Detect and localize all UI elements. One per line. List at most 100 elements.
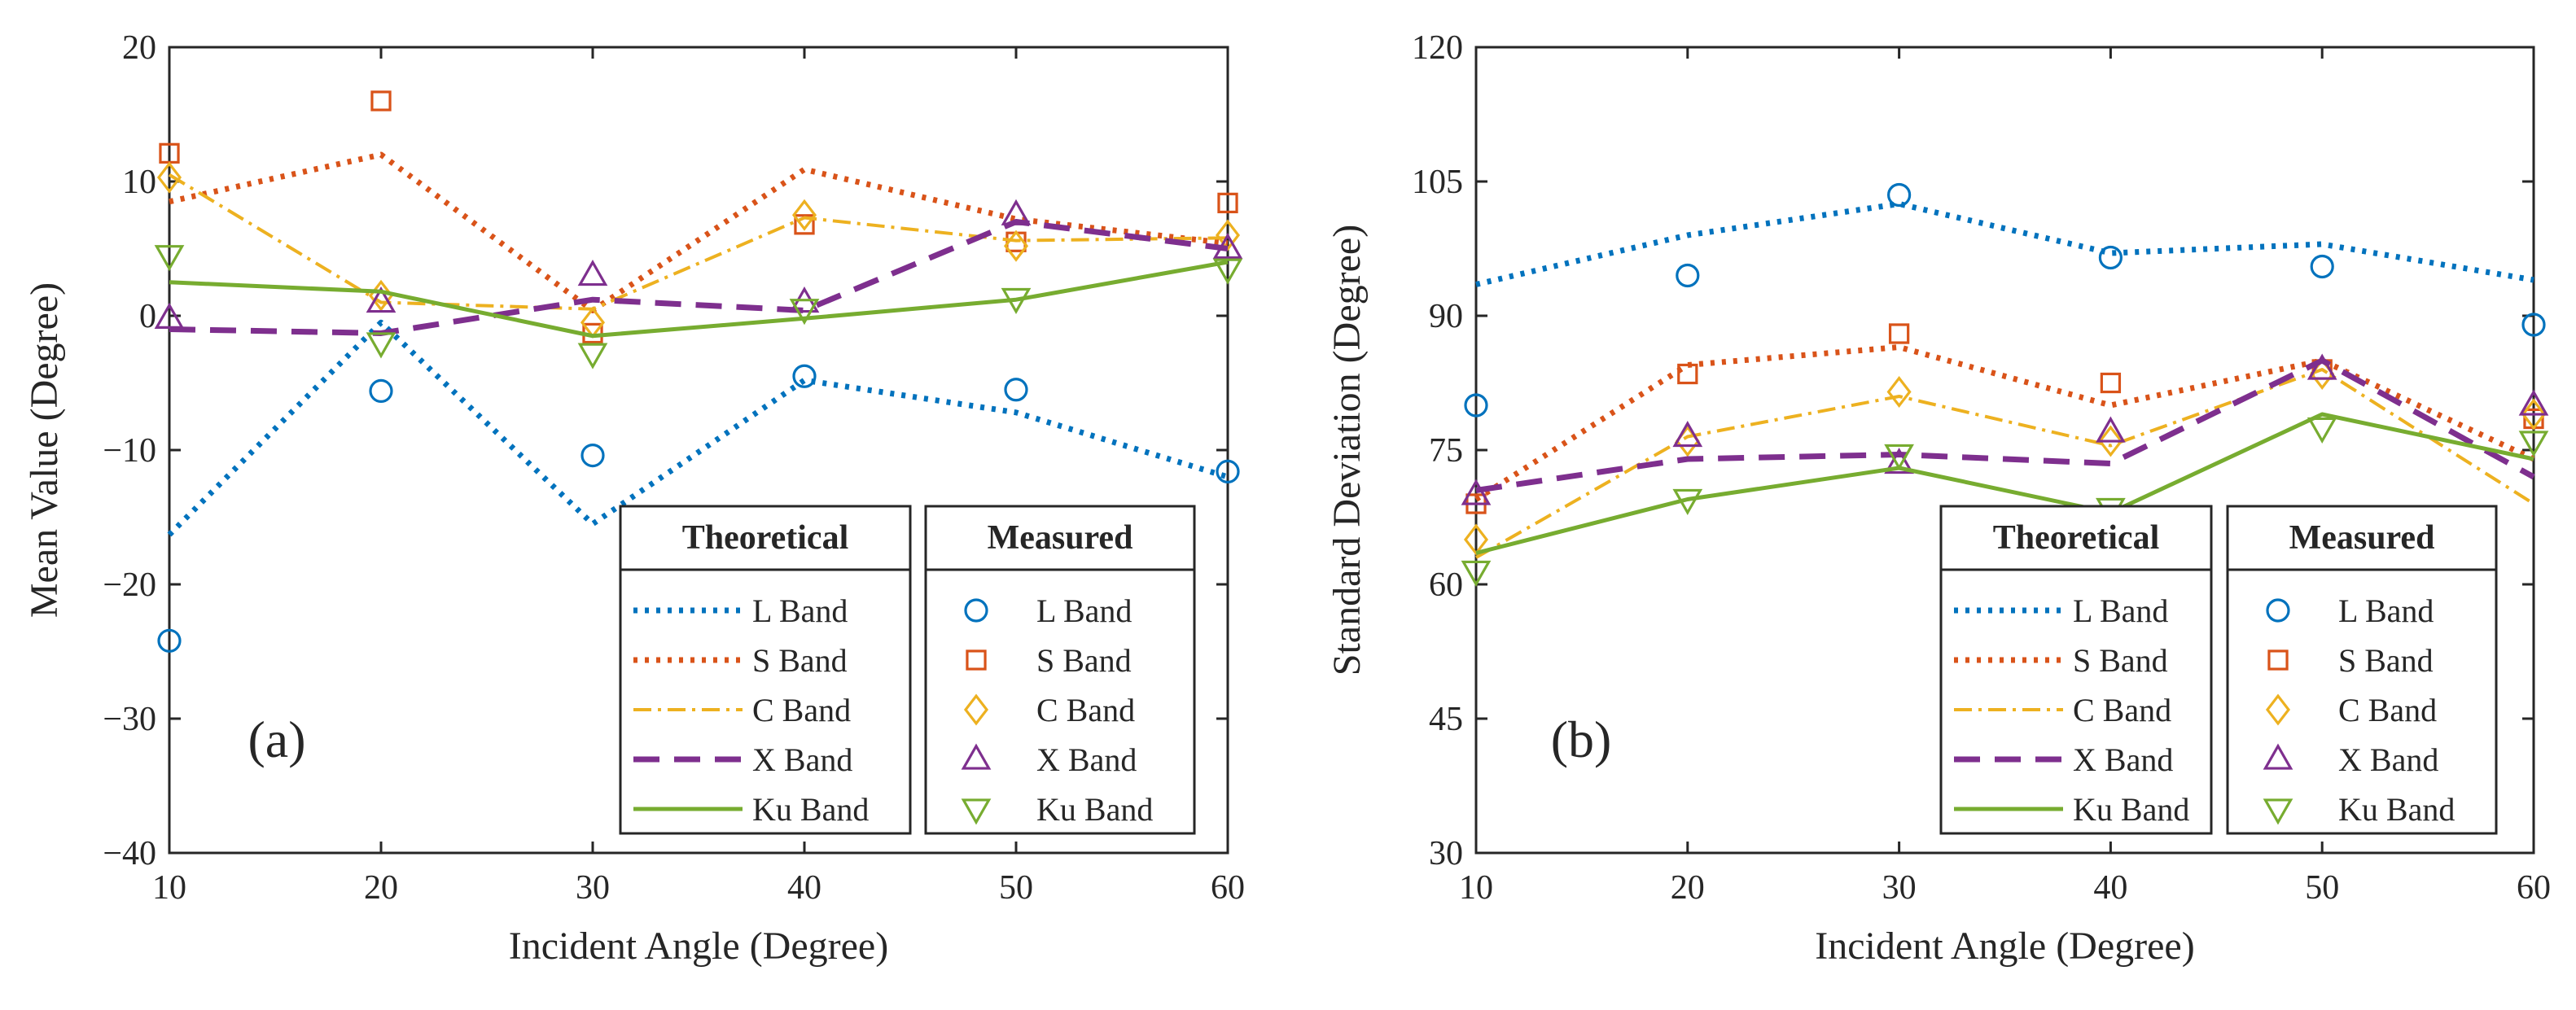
legend-entry-l-band-marker bbox=[964, 598, 988, 623]
y-tick-label: 120 bbox=[1412, 29, 1463, 67]
legend-measured: Measured L Band S Band C Band X Band Ku Band bbox=[2226, 505, 2498, 835]
legend-title: Measured bbox=[2289, 519, 2435, 557]
measured-point-x-band bbox=[366, 286, 396, 313]
legend-entry-s-band-label: S Band bbox=[2338, 642, 2434, 679]
legend-entry-l-band-label: L Band bbox=[2073, 592, 2168, 629]
measured-point-l-band bbox=[2521, 313, 2546, 337]
y-tick-label: −30 bbox=[103, 701, 156, 738]
theoretical-line-l-band bbox=[167, 319, 1229, 537]
measured-point-x-band bbox=[1672, 421, 1703, 448]
legend-entry-l-band-label: L Band bbox=[1036, 592, 1132, 629]
measured-point-s-band bbox=[2100, 372, 2122, 394]
legend-entry-ku-band-marker bbox=[961, 798, 992, 825]
measured-point-ku-band bbox=[366, 332, 396, 359]
measured-point-ku-band bbox=[1212, 258, 1243, 285]
legend-entry-ku-band-marker bbox=[2263, 798, 2293, 825]
legend-entry-x-band-label: X Band bbox=[752, 741, 852, 778]
y-tick-label: −20 bbox=[103, 566, 156, 604]
measured-point-x-band bbox=[1212, 233, 1243, 260]
measured-point-l-band bbox=[792, 364, 817, 388]
measured-point-x-band bbox=[1001, 199, 1032, 225]
legend-entry-s-band-label: S Band bbox=[1036, 642, 1132, 679]
legend-entry-c-band-marker bbox=[963, 693, 989, 726]
panel-a: 10 20 30 40 50 60 −40 −30 −20 −10 0 10 20 Incident An… bbox=[23, 29, 1245, 968]
x-tick-label: 40 bbox=[787, 869, 821, 907]
measured-point-c-band bbox=[1463, 523, 1489, 556]
legend-title: Measured bbox=[988, 519, 1133, 557]
x-axis-label: Incident Angle (Degree) bbox=[1815, 925, 2194, 968]
legend-entry-s-band-marker bbox=[2267, 649, 2289, 671]
legend-theoretical: Theoretical L Band S Band C Band X Band Ku Ba… bbox=[1939, 505, 2213, 835]
legend-entry-x-band-label: X Band bbox=[1036, 741, 1137, 778]
legend-entry-x-band-label: X Band bbox=[2073, 741, 2173, 778]
measured-point-ku-band bbox=[154, 245, 185, 272]
x-tick-label: 10 bbox=[152, 869, 186, 907]
legend-entry-s-band-label: S Band bbox=[2073, 642, 2168, 679]
measured-point-c-band bbox=[2098, 425, 2123, 457]
y-tick-label: 45 bbox=[1429, 701, 1463, 738]
legend-box bbox=[619, 505, 912, 835]
legend-entry-x-band-marker bbox=[961, 743, 992, 770]
measured-point-l-band bbox=[1676, 263, 1700, 288]
legend-entry-ku-band-label: Ku Band bbox=[752, 791, 869, 828]
measured-point-ku-band bbox=[789, 299, 820, 326]
measured-point-c-band bbox=[1675, 425, 1700, 457]
x-tick-label: 30 bbox=[1882, 869, 1917, 907]
measured-point-l-band bbox=[369, 378, 393, 403]
theoretical-line-l-band bbox=[1475, 201, 2534, 287]
measured-point-c-band bbox=[1003, 230, 1029, 262]
x-tick-label: 50 bbox=[999, 869, 1033, 907]
measured-point-c-band bbox=[1215, 219, 1241, 251]
measured-point-ku-band bbox=[1884, 444, 1914, 470]
y-tick-label: 20 bbox=[122, 29, 156, 67]
legend-box bbox=[1939, 505, 2213, 835]
panel-label: (b) bbox=[1551, 710, 1612, 768]
legend-entry-x-band-label: X Band bbox=[2338, 741, 2438, 778]
measured-point-l-band bbox=[157, 628, 182, 653]
legend-entry-c-band-label: C Band bbox=[2073, 692, 2171, 728]
measured-point-l-band bbox=[1216, 459, 1240, 484]
x-tick-label: 40 bbox=[2093, 869, 2127, 907]
measured-point-l-band bbox=[1887, 182, 1912, 208]
legend-entry-c-band-label: C Band bbox=[1036, 692, 1135, 728]
theoretical-line-c-band bbox=[168, 173, 1229, 311]
theoretical-line-ku-band bbox=[1475, 412, 2534, 555]
measured-point-x-band bbox=[1461, 479, 1492, 505]
panel-label: (a) bbox=[248, 710, 305, 768]
legend-entry-s-band-label: S Band bbox=[752, 642, 848, 679]
panel-b: 10 20 30 40 50 60 30 45 60 75 90 105 120 Incident Ang… bbox=[1325, 29, 2551, 968]
legend-entry-c-band-marker bbox=[2265, 693, 2291, 726]
y-tick-label: 75 bbox=[1429, 432, 1463, 470]
x-tick-label: 50 bbox=[2305, 869, 2339, 907]
legend-entry-ku-band-label: Ku Band bbox=[1036, 791, 1153, 828]
x-tick-label: 20 bbox=[364, 869, 398, 907]
measured-point-c-band bbox=[2521, 398, 2547, 431]
legend-entry-l-band-label: L Band bbox=[2338, 592, 2434, 629]
measured-point-ku-band bbox=[2518, 431, 2549, 457]
x-tick-label: 60 bbox=[1211, 869, 1245, 907]
measured-point-s-band bbox=[1217, 192, 1238, 214]
measured-point-ku-band bbox=[2307, 417, 2337, 444]
measured-point-ku-band bbox=[577, 343, 608, 369]
x-axis-label: Incident Angle (Degree) bbox=[509, 925, 888, 968]
legend-entry-x-band-marker bbox=[2263, 743, 2293, 770]
measured-point-l-band bbox=[580, 443, 605, 468]
y-axis-label: Mean Value (Degree) bbox=[23, 282, 66, 618]
theoretical-line-x-band bbox=[1475, 357, 2535, 493]
measured-point-l-band bbox=[2098, 245, 2123, 270]
theoretical-line-ku-band bbox=[169, 260, 1229, 339]
measured-point-s-band bbox=[1888, 323, 1910, 344]
legend-entry-c-band-label: C Band bbox=[2338, 692, 2437, 728]
measured-point-c-band bbox=[1886, 375, 1912, 409]
y-tick-label: −40 bbox=[103, 835, 156, 872]
y-tick-label: 60 bbox=[1429, 566, 1463, 604]
x-tick-label: 20 bbox=[1671, 869, 1705, 907]
measured-point-l-band bbox=[2310, 254, 2334, 279]
x-tick-label: 10 bbox=[1459, 869, 1493, 907]
measured-point-x-band bbox=[2518, 389, 2549, 416]
measured-point-x-band bbox=[1884, 448, 1914, 474]
theoretical-line-s-band bbox=[1474, 344, 2535, 502]
measured-point-c-band bbox=[368, 279, 394, 312]
measured-point-ku-band bbox=[1672, 488, 1703, 515]
